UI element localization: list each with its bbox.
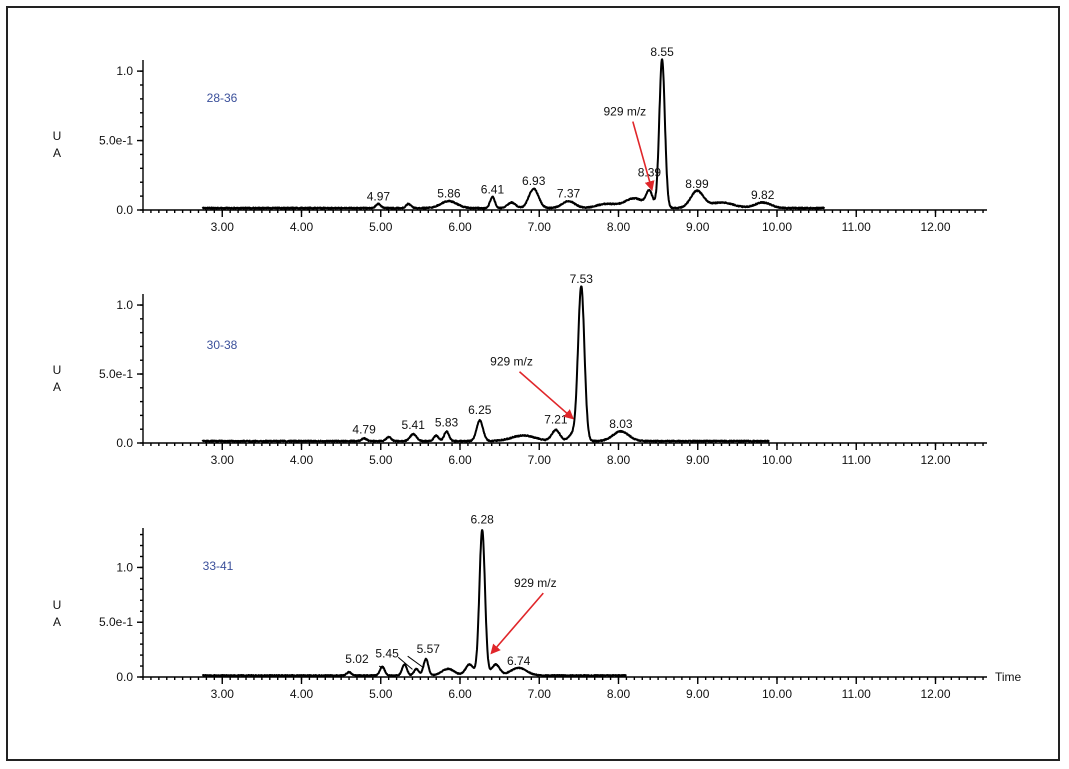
x-tick-label: 4.00	[290, 453, 314, 467]
peak-label: 8.55	[650, 45, 674, 59]
peak-label: 8.03	[609, 417, 633, 431]
y-axis-unit-label: A	[53, 615, 61, 629]
peak-label: 5.45	[375, 646, 399, 660]
peak-label: 6.28	[471, 513, 495, 527]
mz-annotation-arrow	[518, 371, 575, 420]
peak-label: 5.02	[345, 652, 369, 666]
peak-label: 6.25	[468, 403, 492, 417]
x-tick-label: 11.00	[842, 687, 871, 701]
x-tick-label: 11.00	[842, 220, 871, 234]
x-axis-title: Time	[995, 670, 1022, 684]
y-axis-unit-label: A	[53, 380, 61, 394]
x-tick-label: 9.00	[686, 220, 710, 234]
y-tick-label: 0.0	[116, 436, 133, 450]
x-tick-label: 3.00	[211, 220, 235, 234]
peak-leader-line	[407, 655, 424, 668]
y-tick-label: 1.0	[116, 560, 133, 574]
x-tick-label: 6.00	[448, 687, 472, 701]
x-tick-label: 10.00	[762, 220, 792, 234]
x-tick-label: 4.00	[290, 220, 314, 234]
y-tick-label: 5.0e-1	[99, 615, 133, 629]
x-tick-label: 12.00	[920, 453, 950, 467]
x-tick-label: 4.00	[290, 687, 314, 701]
y-axis-unit-label: U	[53, 129, 62, 143]
x-tick-label: 12.00	[920, 220, 950, 234]
peak-label: 6.93	[522, 174, 546, 188]
sample-range-label: 30-38	[207, 338, 238, 352]
mz-annotation-label: 929 m/z	[603, 105, 646, 119]
y-tick-label: 5.0e-1	[99, 134, 133, 148]
peak-label: 7.21	[544, 413, 568, 427]
x-tick-label: 5.00	[369, 220, 393, 234]
x-tick-label: 3.00	[211, 687, 235, 701]
peak-label: 5.41	[402, 418, 426, 432]
x-tick-label: 9.00	[686, 453, 710, 467]
x-tick-label: 8.00	[607, 453, 631, 467]
x-tick-label: 12.00	[920, 687, 950, 701]
peak-leader-line	[378, 665, 385, 670]
y-axis-unit-label: A	[53, 146, 61, 160]
peak-label: 5.83	[435, 415, 459, 429]
x-tick-label: 7.00	[528, 453, 552, 467]
x-tick-label: 10.00	[762, 453, 792, 467]
peak-label: 4.97	[367, 189, 391, 203]
chromatogram-trace	[201, 285, 770, 443]
peak-label: 9.82	[751, 188, 775, 202]
peak-label: 7.37	[557, 187, 581, 201]
x-tick-label: 7.00	[528, 687, 552, 701]
y-tick-label: 1.0	[116, 64, 133, 78]
sample-range-label: 33-41	[203, 559, 234, 573]
mz-annotation-arrow	[490, 592, 544, 655]
peak-label: 5.57	[417, 642, 441, 656]
y-tick-label: 5.0e-1	[99, 367, 133, 381]
x-tick-label: 10.00	[762, 687, 792, 701]
sample-range-label: 28-36	[207, 91, 238, 105]
y-axis-unit-label: U	[53, 598, 62, 612]
mz-annotation-label: 929 m/z	[490, 355, 533, 369]
x-tick-label: 8.00	[607, 687, 631, 701]
peak-label: 5.86	[437, 187, 461, 201]
y-tick-label: 0.0	[116, 203, 133, 217]
x-tick-label: 5.00	[369, 453, 393, 467]
y-axis-unit-label: U	[53, 363, 62, 377]
x-tick-label: 7.00	[528, 220, 552, 234]
x-tick-label: 3.00	[211, 453, 235, 467]
chromatogram-trace	[201, 58, 826, 210]
peak-label: 8.99	[685, 177, 709, 191]
x-tick-label: 5.00	[369, 687, 393, 701]
x-tick-label: 9.00	[686, 687, 710, 701]
x-tick-label: 6.00	[448, 453, 472, 467]
peak-label: 4.79	[352, 422, 376, 436]
peak-label: 7.53	[570, 272, 594, 286]
peak-label: 6.41	[481, 182, 505, 196]
peak-label: 8.39	[638, 166, 662, 180]
y-tick-label: 1.0	[116, 298, 133, 312]
x-tick-label: 8.00	[607, 220, 631, 234]
x-tick-label: 11.00	[842, 453, 871, 467]
peak-label: 6.74	[507, 654, 531, 668]
y-tick-label: 0.0	[116, 670, 133, 684]
mz-annotation-label: 929 m/z	[514, 576, 557, 590]
x-tick-label: 6.00	[448, 220, 472, 234]
chromatogram-trace	[201, 529, 627, 677]
mz-annotation-arrow	[632, 121, 655, 192]
peak-leader-line	[397, 656, 413, 670]
